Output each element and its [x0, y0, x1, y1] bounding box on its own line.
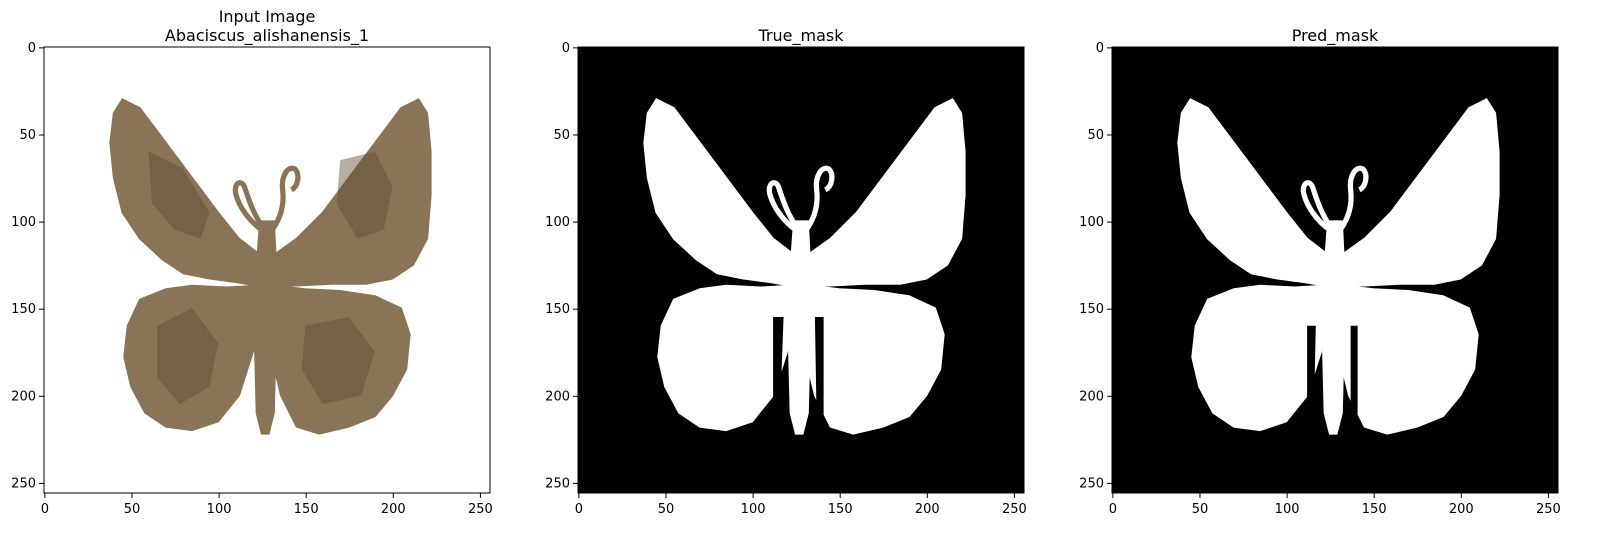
x-tick-label: 50 — [124, 502, 141, 517]
y-tick-label: 0 — [28, 41, 36, 56]
y-tick-label: 0 — [1096, 41, 1104, 56]
y-tick-label: 200 — [11, 389, 36, 404]
panel-title-true-mask: True_mask — [758, 26, 845, 46]
y-tick-label: 50 — [19, 128, 36, 143]
x-tick-label: 250 — [468, 502, 493, 517]
panel-true-mask — [577, 46, 1025, 494]
panel-title-pred-mask: Pred_mask — [1292, 26, 1379, 46]
x-tick-label: 0 — [575, 502, 583, 517]
y-tick-label: 100 — [545, 215, 570, 230]
x-tick-label: 200 — [1449, 502, 1474, 517]
x-tick-label: 200 — [381, 502, 406, 517]
x-tick-label: 150 — [828, 502, 853, 517]
pred-mask-gaps — [1307, 325, 1358, 417]
x-tick-label: 0 — [1109, 502, 1117, 517]
y-tick-label: 150 — [11, 302, 36, 317]
panel-pred-mask — [1111, 46, 1559, 494]
x-tick-label: 100 — [207, 502, 232, 517]
y-tick-label: 100 — [11, 215, 36, 230]
y-tick-label: 50 — [1087, 128, 1104, 143]
x-tick-label: 250 — [1536, 502, 1561, 517]
x-tick-label: 0 — [41, 502, 49, 517]
y-tick-label: 250 — [1079, 476, 1104, 491]
y-tick-label: 250 — [545, 476, 570, 491]
x-tick-label: 150 — [294, 502, 319, 517]
y-tick-label: 150 — [1079, 302, 1104, 317]
y-tick-label: 150 — [545, 302, 570, 317]
true-mask-gaps — [773, 317, 824, 422]
x-tick-label: 50 — [1192, 502, 1209, 517]
x-tick-label: 100 — [741, 502, 766, 517]
x-tick-label: 250 — [1002, 502, 1027, 517]
panel-title-input-line1: Input Image — [219, 7, 316, 26]
x-tick-label: 50 — [658, 502, 675, 517]
y-tick-label: 0 — [562, 41, 570, 56]
y-tick-label: 200 — [1079, 389, 1104, 404]
x-tick-label: 150 — [1362, 502, 1387, 517]
y-tick-label: 100 — [1079, 215, 1104, 230]
x-tick-label: 200 — [915, 502, 940, 517]
y-tick-label: 200 — [545, 389, 570, 404]
axis-ticks: 0 50 100 150 200 250 0 50 100 150 200 250 0 50 100 150 2… — [11, 41, 1561, 517]
y-tick-label: 50 — [553, 128, 570, 143]
x-tick-label: 100 — [1275, 502, 1300, 517]
butterfly-photo-texture — [148, 151, 393, 405]
panel-title-input-line2: Abaciscus_alishanensis_1 — [165, 26, 369, 46]
panel-input-image — [43, 46, 491, 494]
y-tick-label: 250 — [11, 476, 36, 491]
